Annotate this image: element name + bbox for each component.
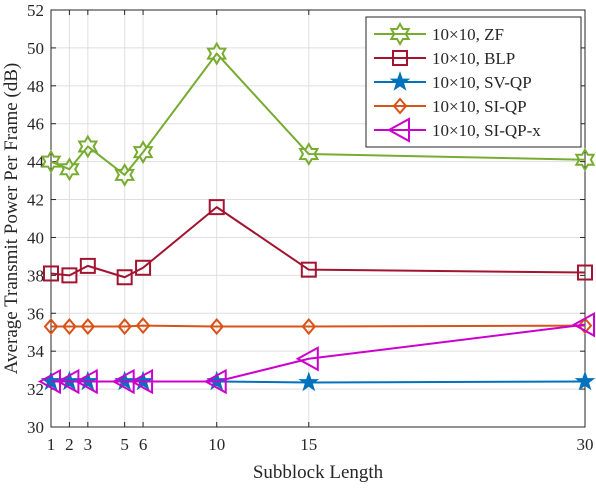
diamond-marker [135, 317, 151, 335]
y-tick-label: 40 [27, 228, 44, 247]
square-marker [208, 199, 225, 216]
legend-label: 10×10, BLP [432, 49, 515, 68]
hexagram-marker [59, 157, 80, 182]
series-4 [37, 311, 595, 395]
y-tick-label: 38 [27, 266, 44, 285]
series-line [50, 52, 586, 176]
y-tick-label: 30 [27, 418, 44, 437]
y-tick-label: 44 [27, 153, 45, 172]
hexagram-marker [389, 22, 411, 46]
hexagram-marker [132, 140, 154, 165]
triangle-left-marker [74, 368, 98, 395]
pentagram-marker [574, 370, 596, 391]
series-line [50, 206, 586, 279]
pentagram-marker [298, 371, 320, 392]
y-tick-label: 42 [27, 191, 44, 210]
data-series [37, 41, 596, 395]
square-marker [577, 264, 593, 281]
y-axis-title: Average Transmit Power Per Frame (dB) [1, 63, 22, 375]
legend-entry: 10×10, ZF [374, 22, 504, 46]
triangle-left-marker [386, 117, 410, 143]
series-0 [40, 41, 596, 187]
square-marker [392, 50, 408, 66]
diamond-marker [62, 318, 77, 336]
hexagram-marker [206, 41, 228, 66]
x-tick-label: 2 [65, 435, 74, 454]
x-tick-label: 6 [139, 435, 148, 454]
legend-entry: 10×10, SV-QP [374, 71, 532, 92]
hexagram-marker [298, 142, 320, 167]
legend-label: 10×10, SI-QP-x [432, 121, 541, 140]
diamond-marker [392, 97, 408, 115]
diamond-marker [209, 318, 225, 336]
triangle-left-marker [129, 368, 154, 395]
y-tick-label: 36 [27, 304, 44, 323]
y-tick-label: 46 [27, 115, 44, 134]
legend-entry: 10×10, BLP [374, 49, 515, 68]
x-tick-label: 15 [300, 435, 317, 454]
triangle-left-marker [571, 311, 595, 338]
diamond-marker [80, 318, 96, 336]
square-marker [135, 259, 152, 276]
square-marker [79, 257, 96, 274]
series-line [51, 324, 586, 328]
hexagram-marker [574, 147, 596, 172]
diamond-marker [117, 318, 132, 336]
diamond-marker [577, 317, 593, 335]
hexagram-marker [77, 134, 99, 159]
diamond-marker [43, 318, 59, 336]
y-tick-label: 52 [27, 1, 44, 20]
x-tick-label: 30 [577, 435, 594, 454]
y-tick-label: 34 [27, 342, 45, 361]
plot-frame [50, 9, 586, 428]
hexagram-marker [40, 149, 62, 174]
x-axis-title: Subblock Length [253, 462, 384, 483]
square-marker [116, 269, 133, 286]
legend-entry: 10×10, SI-QP-x [374, 117, 541, 143]
triangle-left-marker [295, 346, 319, 372]
y-tick-label: 32 [27, 380, 44, 399]
square-marker [43, 265, 59, 282]
y-tick-label: 50 [27, 39, 44, 58]
legend-label: 10×10, ZF [432, 25, 504, 44]
square-marker [300, 261, 317, 278]
axes: 1 2 3 5 6 10 15 30 30 32 34 36 38 40 42 44 46 48 50 52 [27, 1, 594, 454]
square-marker [61, 267, 78, 284]
legend-entry: 10×10, SI-QP [374, 97, 527, 116]
triangle-left-marker [203, 368, 227, 395]
legend: 10×10, ZF 10×10, BLP 10×10, SV-QP 10×10, SI… [365, 16, 582, 148]
legend-label: 10×10, SI-QP [432, 97, 527, 116]
y-tick-label: 48 [27, 77, 44, 96]
legend-label: 10×10, SV-QP [432, 73, 532, 92]
x-tick-label: 5 [120, 435, 129, 454]
series-3 [43, 317, 593, 336]
series-1 [43, 199, 593, 286]
diamond-marker [301, 318, 317, 336]
x-tick-label: 10 [208, 435, 225, 454]
x-tick-label: 3 [84, 435, 93, 454]
hexagram-marker [114, 162, 136, 187]
x-tick-label: 1 [47, 435, 56, 454]
pentagram-marker [389, 71, 411, 91]
